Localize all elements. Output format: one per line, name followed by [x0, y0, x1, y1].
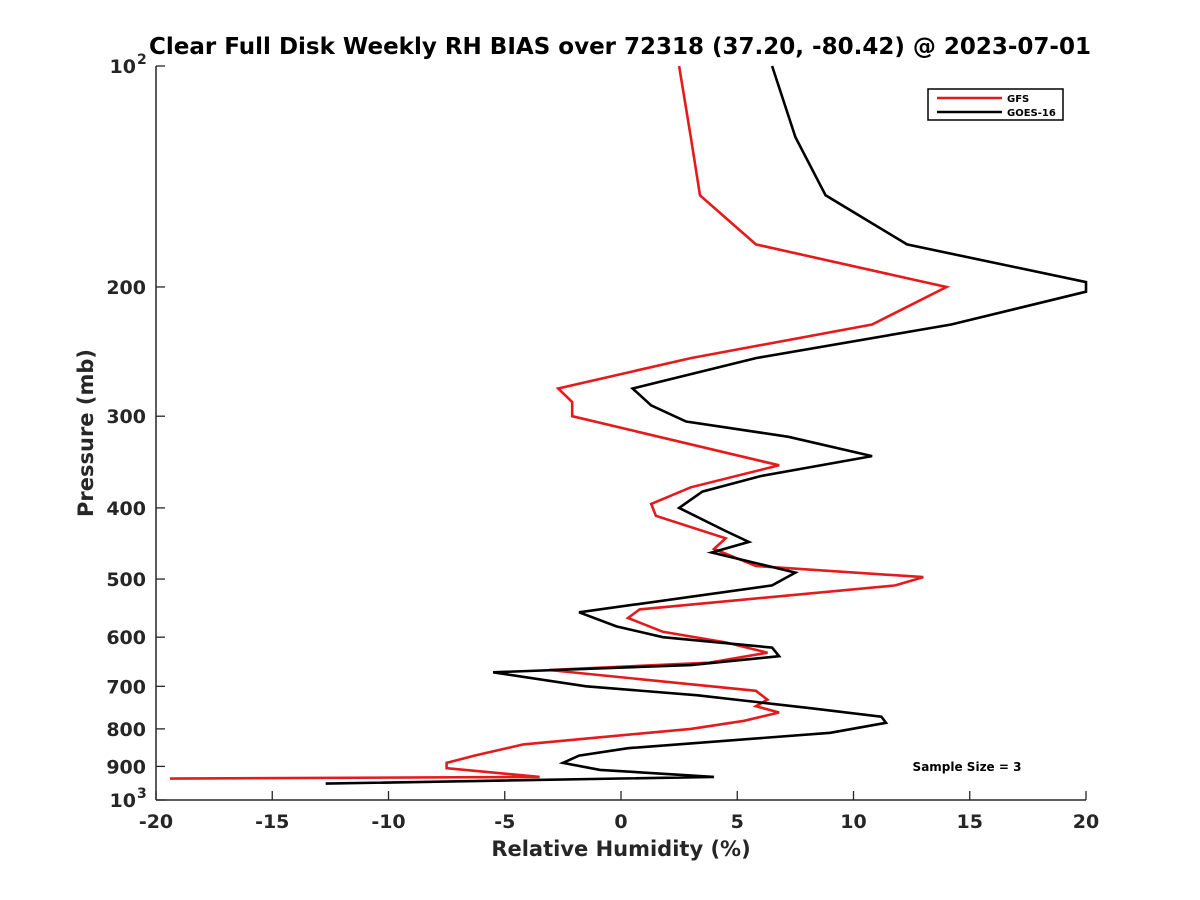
x-tick-label: 10 — [840, 811, 866, 833]
x-tick-label: 15 — [957, 811, 983, 833]
x-tick-label: -5 — [494, 811, 515, 833]
y-tick-label: 10 — [110, 56, 136, 78]
y-tick-label: 600 — [106, 627, 146, 649]
series-line-goes-16 — [325, 65, 1088, 785]
y-axis-label: Pressure (mb) — [74, 349, 98, 517]
legend: GFS GOES-16 — [927, 88, 1064, 121]
x-tick-label: -10 — [371, 811, 405, 833]
y-tick-exponent: 3 — [137, 786, 147, 802]
y-tick-exponent: 2 — [137, 52, 147, 68]
x-tick-label: -20 — [139, 811, 173, 833]
series-line-gfs — [169, 65, 951, 780]
y-tick-label: 10 — [110, 790, 136, 812]
y-tick-label: 700 — [106, 676, 146, 698]
y-tick-label: 800 — [106, 719, 146, 741]
y-tick-label: 200 — [106, 277, 146, 299]
y-tick-label: 400 — [106, 498, 146, 520]
series-layer — [169, 65, 1088, 785]
x-axis-label: Relative Humidity (%) — [491, 837, 750, 861]
x-tick-label: 5 — [731, 811, 744, 833]
y-tick-label: 300 — [106, 406, 146, 428]
legend-label: GOES-16 — [1007, 108, 1056, 119]
legend-box — [927, 88, 1064, 121]
y-tick-label: 900 — [106, 756, 146, 778]
chart-title: Clear Full Disk Weekly RH BIAS over 7231… — [149, 34, 1091, 60]
x-tick-label: 0 — [614, 811, 627, 833]
x-tick-label: 20 — [1073, 811, 1099, 833]
legend-label: GFS — [1007, 94, 1029, 105]
y-tick-label: 500 — [106, 569, 146, 591]
x-tick-label: -15 — [255, 811, 289, 833]
sample-size-annotation: Sample Size = 3 — [913, 760, 1022, 774]
